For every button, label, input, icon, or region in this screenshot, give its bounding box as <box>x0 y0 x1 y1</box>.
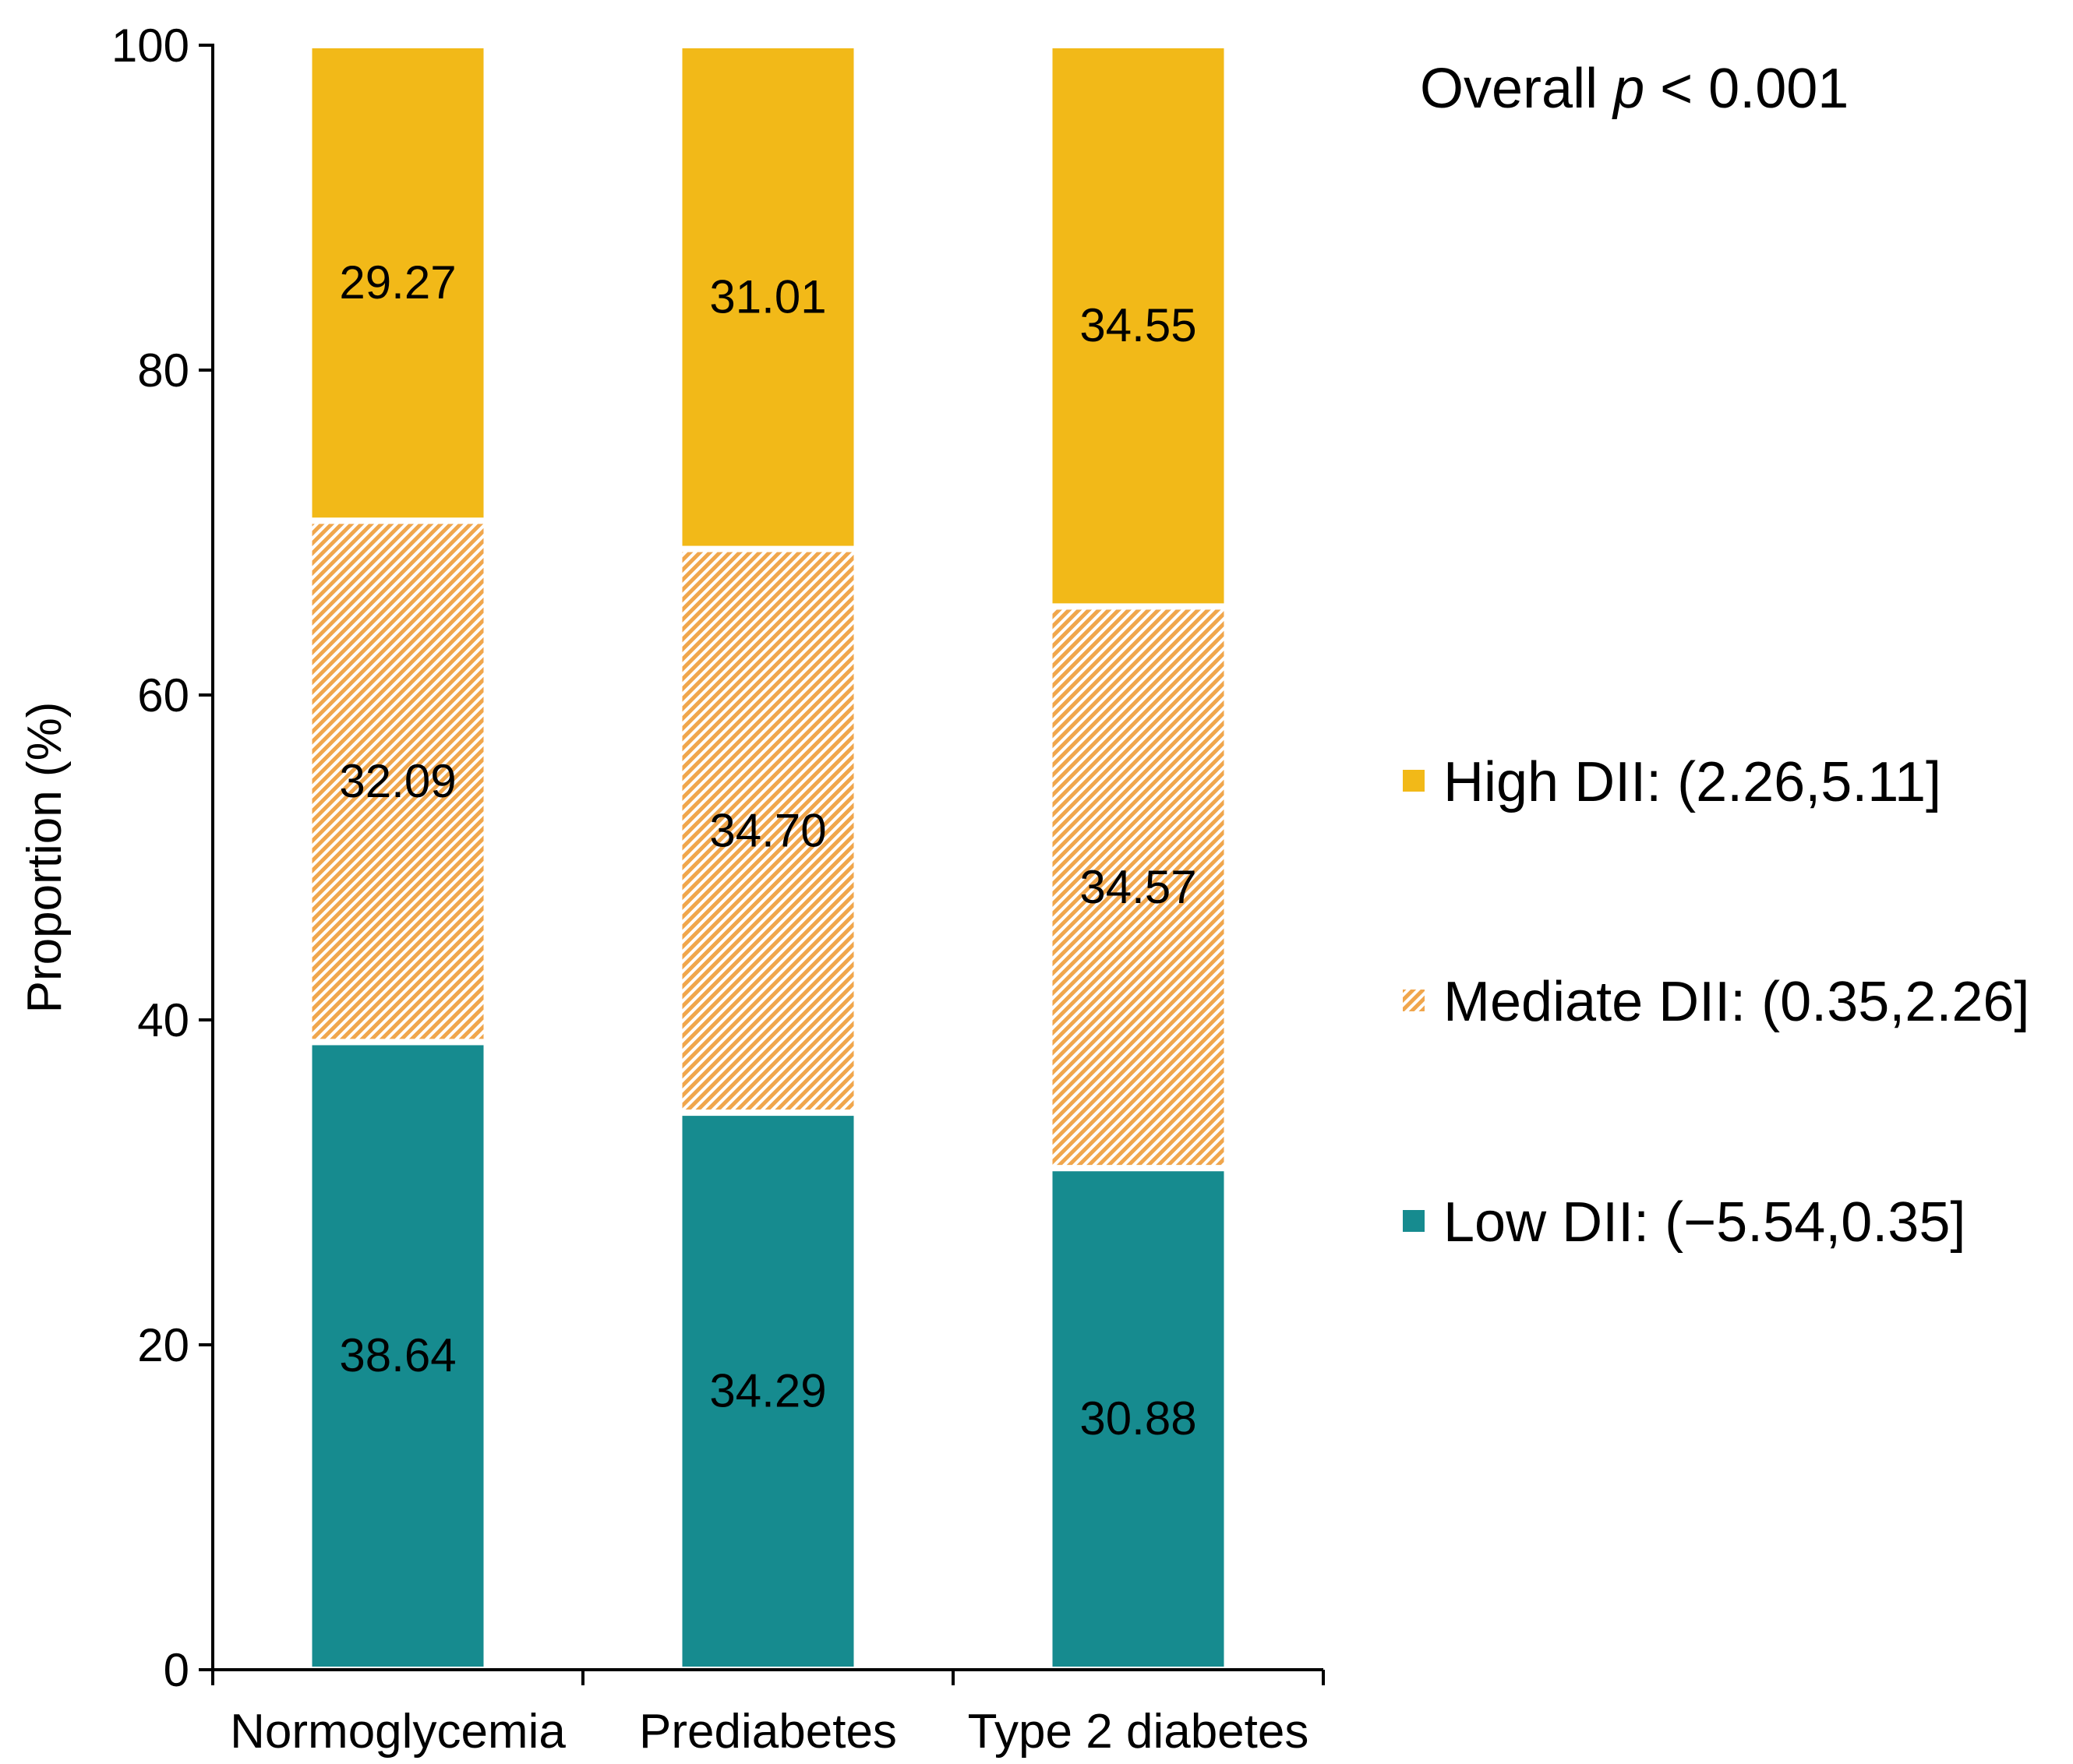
data-label: 34.70 <box>709 804 826 856</box>
data-label: 34.55 <box>1079 299 1196 351</box>
y-tick-label: 80 <box>137 344 189 397</box>
bar-normoglycemia-series-0 <box>305 1039 490 1673</box>
y-tick-label: 60 <box>137 669 189 721</box>
x-tick-label: Normoglycemia <box>230 1705 566 1759</box>
data-label: 29.27 <box>339 256 456 309</box>
bar-normoglycemia-series-2 <box>305 42 490 524</box>
legend-label-1: Mediate DII: (0.35,2.26] <box>1443 971 2029 1033</box>
x-tick-label: Prediabetes <box>639 1705 897 1759</box>
bar-prediabetes-series-2 <box>676 42 860 552</box>
bar-prediabetes-series-0 <box>676 1110 860 1673</box>
data-label: 31.01 <box>709 270 826 323</box>
bar-prediabetes-series-1 <box>676 545 860 1117</box>
y-tick-label: 20 <box>137 1319 189 1371</box>
legend-swatch-1 <box>1403 990 1425 1011</box>
data-label: 38.64 <box>339 1329 456 1381</box>
y-tick-label: 100 <box>111 19 189 72</box>
data-label: 32.09 <box>339 755 456 807</box>
y-axis-label: Proportion (%) <box>18 702 72 1014</box>
y-tick-label: 40 <box>137 994 189 1046</box>
data-label: 30.88 <box>1079 1392 1196 1445</box>
overall-p-annotation: Overall p < 0.001 <box>1420 58 1849 120</box>
data-label: 34.57 <box>1079 861 1196 913</box>
bar-type-2-diabetes-series-2 <box>1046 42 1231 610</box>
x-tick-label: Type 2 diabetes <box>968 1705 1309 1759</box>
legend-label-0: Low DII: (−5.54,0.35] <box>1443 1191 1965 1254</box>
data-label: 34.29 <box>709 1365 826 1417</box>
legend-swatch-2 <box>1403 770 1425 792</box>
bar-normoglycemia-series-1 <box>305 517 490 1046</box>
legend-label-2: High DII: (2.26,5.11] <box>1443 751 1941 813</box>
bar-type-2-diabetes-series-1 <box>1046 603 1231 1172</box>
y-tick-label: 0 <box>164 1644 189 1696</box>
legend-swatch-0 <box>1403 1210 1425 1232</box>
